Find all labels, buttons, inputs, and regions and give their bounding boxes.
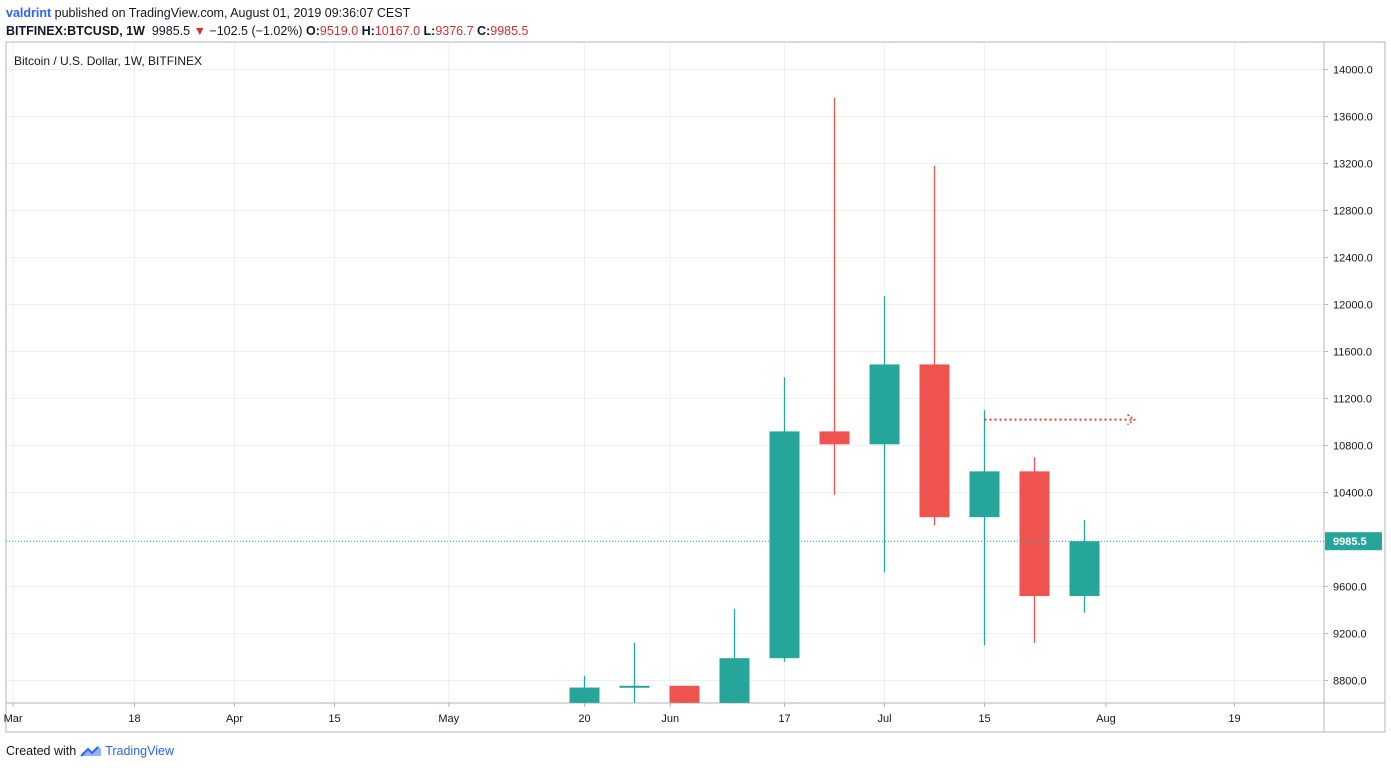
x-tick-label: 17: [778, 713, 790, 725]
price-label-bg: [1325, 532, 1382, 551]
x-tick-label: 19: [1228, 713, 1240, 725]
author-link[interactable]: valdrint: [6, 6, 52, 20]
time-axis: Mar 18 Apr 15 May 20 Jun 17 Jul 15 Aug 19: [4, 703, 1241, 725]
candle-down: [919, 165, 950, 526]
high-label: H:: [361, 24, 375, 38]
last-price: 9985.5: [151, 24, 191, 38]
annotation-arrow: [984, 414, 1136, 426]
published-text: published on TradingView.com, August 01,…: [54, 6, 411, 20]
price-label: 9985.5: [1333, 536, 1367, 548]
y-tick-label: 10400.0: [1333, 488, 1373, 500]
candle-body: [669, 685, 700, 703]
y-tick-label: 11600.0: [1333, 347, 1372, 359]
x-tick-label: Mar: [4, 713, 23, 725]
x-tick-label: Jul: [877, 713, 891, 725]
footer: Created with TradingView: [6, 742, 174, 760]
low-label: L:: [423, 24, 436, 38]
candle-body: [1069, 541, 1100, 597]
candle-body: [919, 364, 950, 518]
x-tick-label: 15: [978, 713, 990, 725]
x-tick-label: Jun: [661, 713, 679, 725]
candle-up: [969, 410, 1000, 646]
candle-up: [569, 675, 600, 703]
candlestick-chart[interactable]: Bitcoin / U.S. Dollar, 1W, BITFINEX 8800…: [0, 0, 1391, 740]
x-tick-label: 18: [128, 713, 140, 725]
candle-down: [669, 685, 700, 703]
y-tick-label: 9200.0: [1333, 629, 1367, 641]
candle-down: [1019, 457, 1050, 643]
tradingview-brand-link[interactable]: TradingView: [105, 744, 174, 758]
open-label: O:: [306, 24, 320, 38]
candle-up: [619, 642, 650, 703]
symbol-label: BITFINEX:BTCUSD, 1W: [6, 24, 145, 38]
candle-body: [969, 471, 1000, 518]
chart-title: Bitcoin / U.S. Dollar, 1W, BITFINEX: [14, 54, 202, 68]
y-tick-label: 10800.0: [1333, 441, 1373, 453]
y-tick-label: 13600.0: [1333, 112, 1373, 124]
ohlc-legend: BITFINEX:BTCUSD, 1W 9985.5 ▼ −102.5 (−1.…: [6, 22, 1386, 40]
open-value: 9519.0: [319, 24, 359, 38]
candle-up: [869, 296, 900, 573]
chart-grid: [6, 42, 1324, 703]
candle-body: [719, 658, 750, 703]
y-tick-label: 12400.0: [1333, 253, 1373, 265]
price-axis: 8800.0 9200.0 9600.0 10400.0 10800.0 11200.0 1…: [1324, 65, 1373, 688]
chart-header: valdrint published on TradingView.com, A…: [6, 4, 1386, 40]
candle-body: [869, 364, 900, 445]
candle-up: [1069, 519, 1100, 613]
low-value: 9376.7: [435, 24, 474, 38]
x-tick-label: 20: [578, 713, 590, 725]
close-label: C:: [477, 24, 491, 38]
publish-info: valdrint published on TradingView.com, A…: [6, 4, 1386, 22]
candle-body: [619, 685, 650, 688]
current-price-line: 9985.5: [6, 532, 1382, 551]
high-value: 10167.0: [374, 24, 421, 38]
candle-body: [569, 687, 600, 703]
y-tick-label: 9600.0: [1333, 582, 1367, 594]
y-tick-label: 12000.0: [1333, 300, 1373, 312]
price-change: −102.5 (−1.02%): [209, 24, 303, 38]
chart-frame: [5, 41, 1386, 733]
candle-up: [719, 608, 750, 703]
candle-body: [769, 431, 800, 659]
y-tick-label: 14000.0: [1333, 65, 1373, 77]
x-tick-label: Apr: [226, 713, 243, 725]
y-tick-label: 13200.0: [1333, 159, 1373, 171]
created-with-text: Created with: [6, 744, 77, 758]
x-tick-label: May: [438, 713, 459, 725]
candle-up: [769, 377, 800, 662]
candle-body: [819, 431, 850, 445]
x-tick-label: Aug: [1096, 713, 1116, 725]
y-tick-label: 12800.0: [1333, 206, 1373, 218]
arrow-head-icon: [1127, 414, 1136, 426]
candle-down: [819, 97, 850, 495]
tradingview-logo-icon: [80, 746, 102, 757]
close-value: 9985.5: [490, 24, 529, 38]
candle-body: [1019, 471, 1050, 597]
y-tick-label: 8800.0: [1333, 676, 1367, 688]
down-arrow-icon: ▼: [193, 24, 206, 38]
candles: [569, 97, 1100, 703]
y-tick-label: 11200.0: [1333, 394, 1372, 406]
x-tick-label: 15: [328, 713, 340, 725]
